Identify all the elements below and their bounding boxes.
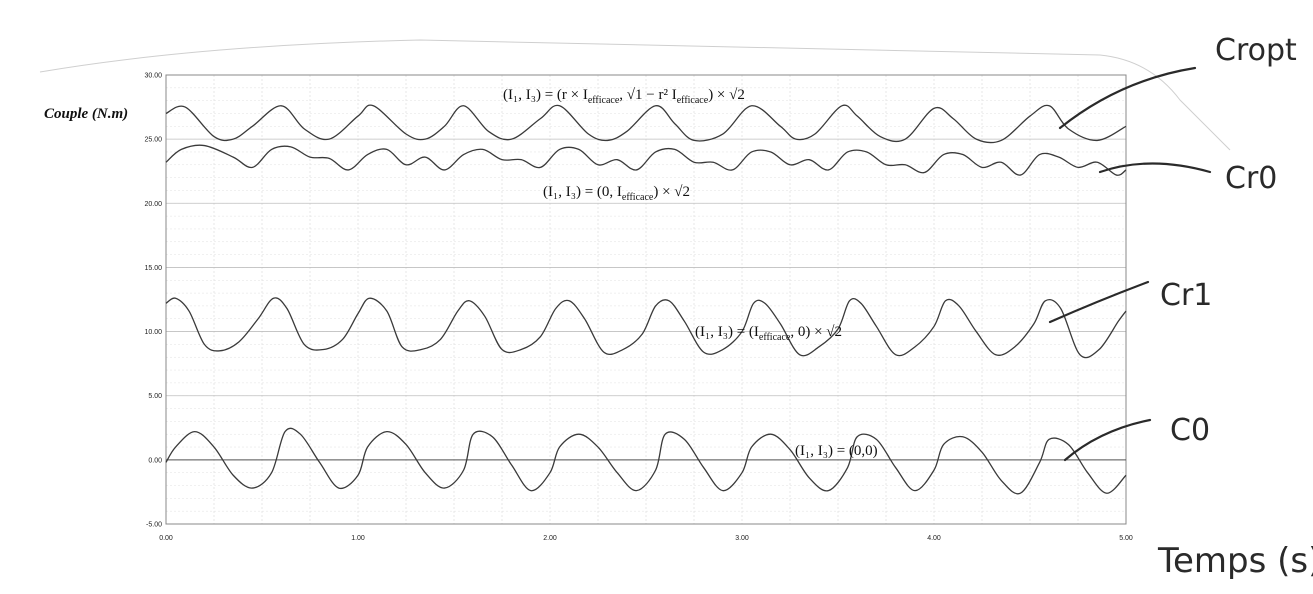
y-tick-label: 10.00 xyxy=(144,329,162,336)
y-tick-label: 15.00 xyxy=(144,265,162,272)
legend-label-cr0: Cr0 xyxy=(1225,161,1277,196)
y-tick-label: 5.00 xyxy=(148,393,162,400)
x-tick-label: 4.00 xyxy=(927,535,941,542)
axes: -5.00 0.00 5.00 10.00 15.00 20.00 25.00 30.00 0.… xyxy=(144,73,1132,543)
y-tick-label: 20.00 xyxy=(144,201,162,208)
x-tick-label: 3.00 xyxy=(735,535,749,542)
cr1-formula: (I₁, I₃) = (Iefficace, 0) × √2 xyxy=(695,324,842,343)
grid xyxy=(166,75,1126,524)
x-tick-label: 1.00 xyxy=(351,535,365,542)
y-tick-label: 25.00 xyxy=(144,137,162,144)
y-tick-label: -5.00 xyxy=(146,522,162,529)
x-axis-label: Temps (s) xyxy=(1157,541,1313,581)
x-tick-label: 2.00 xyxy=(543,535,557,542)
legend-label-cr1: Cr1 xyxy=(1160,278,1212,313)
connector-cropt xyxy=(1060,68,1195,128)
cr0-formula: (I₁, I₃) = (0, Iefficace) × √2 xyxy=(543,184,690,203)
y-tick-label: 0.00 xyxy=(148,457,162,464)
y-tick-label: 30.00 xyxy=(144,73,162,80)
x-tick-label: 5.00 xyxy=(1119,535,1133,542)
legend-label-c0: C0 xyxy=(1170,413,1210,448)
connector-cr1 xyxy=(1050,282,1148,322)
y-axis-label: Couple (N.m) xyxy=(44,106,128,122)
cropt-formula: (I₁, I₃) = (r × Iefficace, √1 − r² Ieffi… xyxy=(503,87,745,106)
x-tick-label: 0.00 xyxy=(159,535,173,542)
c0-formula: (I₁, I₃) = (0,0) xyxy=(795,443,878,459)
legend-label-cropt: Cropt xyxy=(1215,33,1297,68)
connector-cr0 xyxy=(1100,164,1210,173)
